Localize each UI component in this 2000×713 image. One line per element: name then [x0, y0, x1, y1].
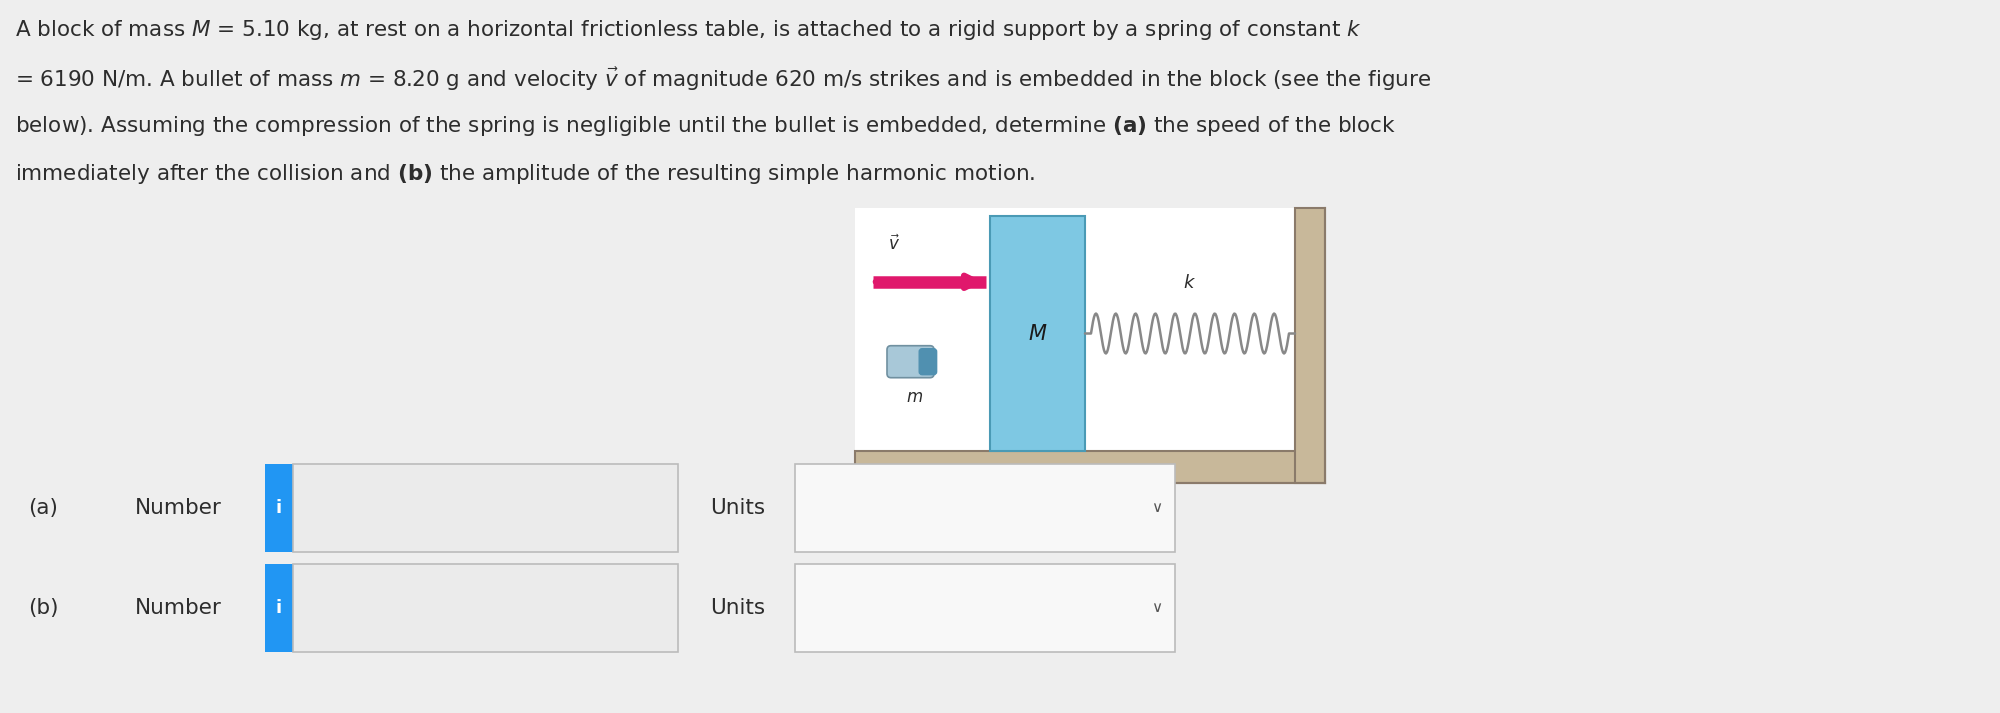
Text: Number: Number: [136, 598, 222, 618]
Text: (a): (a): [28, 498, 58, 518]
Text: below). Assuming the compression of the spring is negligible until the bullet is: below). Assuming the compression of the …: [16, 114, 1396, 138]
Text: i: i: [276, 599, 282, 617]
Text: (b): (b): [28, 598, 58, 618]
Bar: [856, 451, 1324, 483]
Text: ∨: ∨: [1152, 501, 1162, 515]
FancyBboxPatch shape: [888, 346, 934, 378]
Text: i: i: [276, 499, 282, 517]
Bar: [292, 464, 678, 552]
Bar: [1296, 208, 1324, 483]
Bar: [292, 564, 678, 652]
Bar: [856, 208, 1296, 451]
Text: immediately after the collision and $\mathbf{(b)}$ the amplitude of the resultin: immediately after the collision and $\ma…: [16, 162, 1036, 186]
Text: $\vec{v}$: $\vec{v}$: [888, 235, 900, 254]
Text: A block of mass $M$ = 5.10 kg, at rest on a horizontal frictionless table, is at: A block of mass $M$ = 5.10 kg, at rest o…: [16, 18, 1362, 42]
FancyBboxPatch shape: [920, 349, 936, 375]
Text: $k$: $k$: [1184, 274, 1196, 292]
Text: Number: Number: [136, 498, 222, 518]
Bar: [794, 564, 1176, 652]
Text: $m$: $m$: [906, 388, 924, 406]
Text: ∨: ∨: [1152, 600, 1162, 615]
Bar: [264, 564, 292, 652]
Text: Units: Units: [710, 598, 766, 618]
Text: $M$: $M$: [1028, 324, 1048, 344]
Text: = 6190 N/m. A bullet of mass $m$ = 8.20 g and velocity $\vec{v}$ of magnitude 62: = 6190 N/m. A bullet of mass $m$ = 8.20 …: [16, 66, 1432, 93]
Bar: [794, 464, 1176, 552]
Text: Units: Units: [710, 498, 766, 518]
Bar: [990, 216, 1084, 451]
Bar: [264, 464, 292, 552]
